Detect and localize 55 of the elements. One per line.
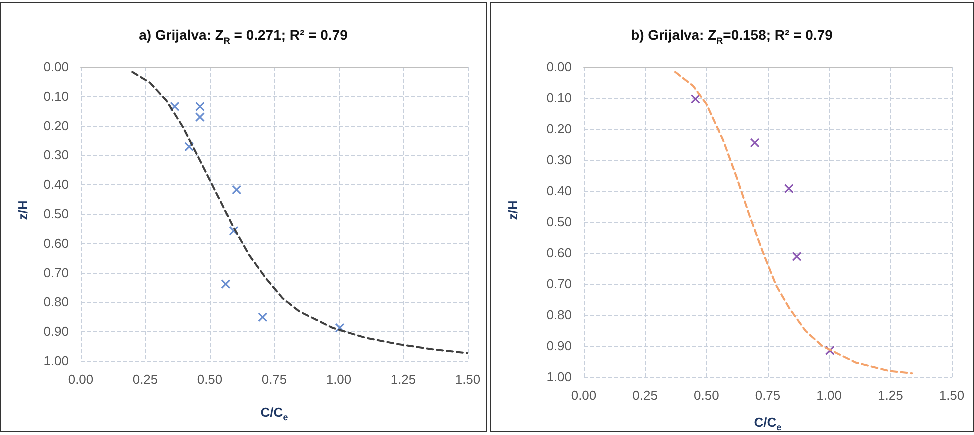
point <box>335 323 345 333</box>
y-tick-label: 0.10 <box>546 90 572 106</box>
x-tick-label: 0.00 <box>571 388 597 403</box>
y-tick-label: 0.20 <box>546 122 572 136</box>
x-axis-title: C/C$_{e}$ <box>753 415 783 433</box>
point <box>232 185 242 195</box>
y-axis-title: z/H <box>15 200 30 220</box>
y-tick-label: 0.30 <box>44 148 69 163</box>
x-tick-label: 0.75 <box>755 388 781 403</box>
y-tick-label: 1.00 <box>44 354 69 368</box>
x-tick-label: 1.25 <box>390 372 416 387</box>
x-tick-label: 1.50 <box>455 372 481 387</box>
point <box>229 226 239 236</box>
y-tick-label: 0.70 <box>44 265 69 280</box>
y-tick-label: 0.60 <box>546 246 572 260</box>
x-tick-label: 0.75 <box>262 372 288 387</box>
point <box>784 184 794 194</box>
line-series <box>132 71 468 354</box>
x-tick-label: 1.25 <box>878 388 904 403</box>
chart-title: b) Grijalva: Z$_{R}$=0.158; R² = 0.79 <box>630 27 834 46</box>
point <box>170 102 180 112</box>
y-tick-label: 0.80 <box>546 308 572 322</box>
point <box>221 279 231 290</box>
point <box>184 142 194 152</box>
chart-title: a) Grijalva: Z$_{R}$ = 0.271; R² = 0.79 <box>138 27 349 46</box>
x-tick-label: 0.50 <box>694 388 720 403</box>
x-tick-label: 0.25 <box>632 388 658 403</box>
x-axis-title: C/C$_{e}$ <box>260 405 290 423</box>
y-tick-label: 0.90 <box>44 324 69 340</box>
y-tick-label: 0.70 <box>546 276 572 292</box>
point <box>825 346 835 356</box>
x-tick-label: 0.25 <box>132 372 158 387</box>
y-tick-label: 0.00 <box>546 60 572 74</box>
x-tick-label: 1.00 <box>816 388 842 403</box>
y-tick-label: 0.20 <box>44 118 69 134</box>
y-tick-label: 0.30 <box>546 152 572 168</box>
x-tick-label: 0.50 <box>197 372 223 387</box>
y-tick-label: 0.60 <box>44 236 69 251</box>
x-tick-label: 0.00 <box>68 372 94 387</box>
y-tick-label: 0.00 <box>44 60 69 74</box>
y-tick-label: 0.40 <box>44 177 69 192</box>
x-tick-label: 1.50 <box>939 388 965 403</box>
point <box>750 138 760 148</box>
y-tick-label: 0.80 <box>44 294 69 310</box>
y-tick-label: 0.90 <box>546 338 572 354</box>
y-tick-label: 0.50 <box>546 214 572 230</box>
point <box>258 312 268 322</box>
y-tick-label: 0.10 <box>44 88 69 104</box>
line-series <box>674 71 914 375</box>
x-tick-label: 1.00 <box>326 372 352 387</box>
y-tick-label: 0.50 <box>44 206 69 222</box>
y-tick-label: 0.40 <box>546 184 572 198</box>
y-axis-title: z/H <box>505 200 520 220</box>
point <box>792 252 802 262</box>
point <box>690 94 700 104</box>
